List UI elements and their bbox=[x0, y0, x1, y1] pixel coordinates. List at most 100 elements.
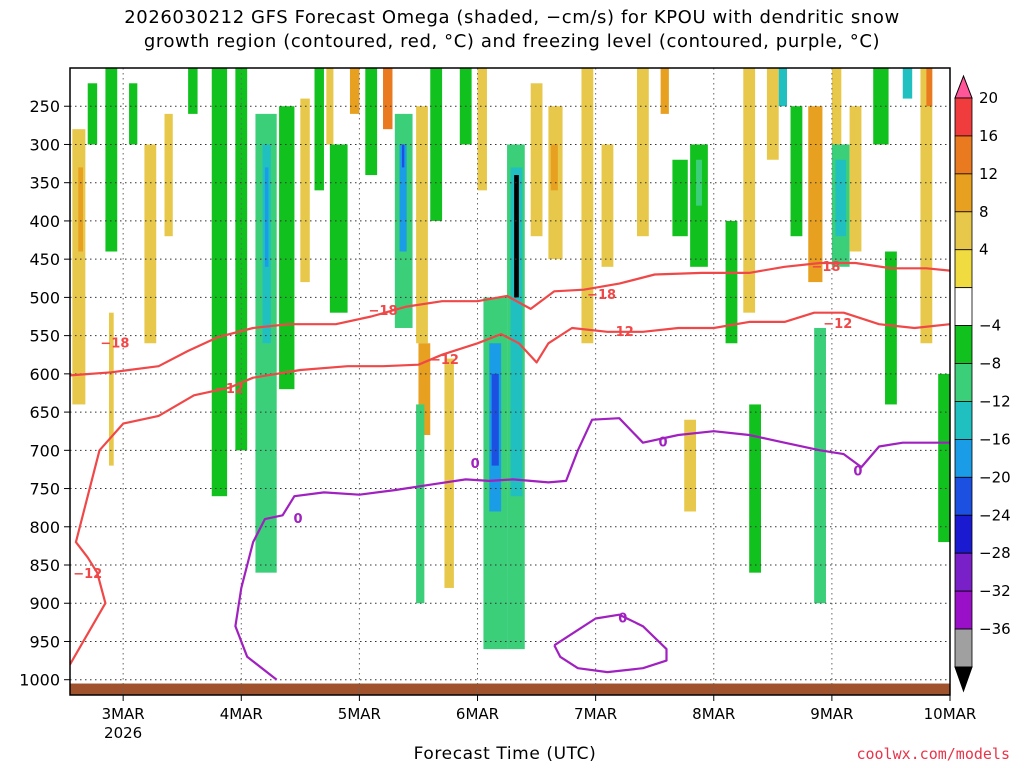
colorbar-segment bbox=[954, 628, 973, 668]
colorbar-label: 8 bbox=[979, 203, 989, 221]
omega-cell bbox=[144, 144, 157, 344]
colorbar-segment bbox=[954, 211, 973, 251]
colorbar-label: 20 bbox=[979, 89, 998, 107]
omega-cell bbox=[696, 159, 702, 206]
omega-cell bbox=[743, 68, 756, 313]
omega-cell bbox=[672, 159, 688, 237]
colorbar-segment bbox=[954, 249, 973, 289]
x-axis: 3MAR 4MAR 5MAR 6MAR 7MAR 8MAR 9MAR 10MAR 2026 bbox=[102, 695, 977, 742]
colorbar-segment bbox=[954, 590, 973, 630]
y-tick-label: 350 bbox=[29, 174, 60, 193]
omega-cell bbox=[211, 68, 228, 497]
colorbar-label: −4 bbox=[979, 317, 1001, 335]
colorbar-segment bbox=[954, 173, 973, 213]
y-tick-label: 550 bbox=[29, 327, 60, 346]
contour-label: −18 bbox=[811, 260, 840, 275]
y-tick-label: 1000 bbox=[19, 671, 60, 690]
omega-cell bbox=[477, 68, 487, 191]
colorbar-segment bbox=[954, 287, 973, 326]
colorbar-label: −12 bbox=[979, 392, 1011, 410]
colorbar-label: 4 bbox=[979, 241, 989, 259]
omega-cell bbox=[326, 68, 334, 145]
omega-cell bbox=[416, 404, 425, 604]
contour-label: 0 bbox=[293, 512, 302, 527]
x-tick-label: 3MAR bbox=[102, 705, 145, 723]
y-tick-label: 950 bbox=[29, 632, 60, 651]
x-tick-label: 4MAR bbox=[220, 705, 263, 723]
omega-cell bbox=[808, 106, 823, 283]
credit-link[interactable]: coolwx.com/models bbox=[856, 745, 1010, 763]
colorbar-bottom-arrow bbox=[954, 666, 973, 693]
contour-lines bbox=[70, 261, 950, 681]
colorbar-segment bbox=[954, 135, 973, 175]
contour-label: 0 bbox=[471, 457, 480, 472]
x-tick-label: 5MAR bbox=[338, 705, 381, 723]
contour-label: 0 bbox=[618, 612, 627, 627]
omega-cell bbox=[108, 312, 114, 466]
colorbar-segment bbox=[954, 438, 973, 478]
contour-label: 0 bbox=[853, 465, 862, 480]
omega-cell bbox=[902, 68, 913, 99]
chart-title-line1: 2026030212 GFS Forecast Omega (shaded, −… bbox=[124, 7, 900, 28]
y-tick-label: 450 bbox=[29, 250, 60, 269]
omega-cell bbox=[831, 68, 842, 145]
y-tick-label: 400 bbox=[29, 212, 60, 231]
colorbar-label: −20 bbox=[979, 468, 1011, 486]
colorbar-segment bbox=[954, 552, 973, 592]
ground-band bbox=[70, 683, 950, 695]
omega-cell bbox=[636, 68, 649, 237]
omega-cell bbox=[444, 358, 454, 588]
contour-label: −12 bbox=[605, 325, 634, 340]
omega-cell bbox=[790, 106, 803, 237]
omega-cell bbox=[129, 83, 138, 145]
contour-label: −18 bbox=[587, 288, 616, 303]
omega-cell bbox=[766, 68, 779, 160]
colorbar-label: −16 bbox=[979, 430, 1011, 448]
omega-cell bbox=[938, 373, 950, 543]
y-tick-label: 750 bbox=[29, 480, 60, 499]
omega-cell bbox=[926, 68, 933, 107]
colorbar-label: −24 bbox=[979, 506, 1011, 524]
contour-label: −12 bbox=[430, 353, 459, 368]
colorbar-segment bbox=[954, 401, 973, 440]
omega-cell bbox=[349, 68, 360, 114]
omega-cell bbox=[814, 327, 826, 604]
x-tick-label: 10MAR bbox=[924, 705, 977, 723]
colorbar-segment bbox=[954, 363, 973, 402]
omega-cell bbox=[78, 167, 83, 252]
omega-cell bbox=[300, 98, 310, 283]
omega-cell bbox=[329, 144, 348, 313]
omega-cell bbox=[164, 113, 173, 237]
omega-cell bbox=[530, 83, 543, 237]
colorbar-label: −8 bbox=[979, 355, 1001, 373]
colorbar-label: −32 bbox=[979, 582, 1011, 600]
omega-cell bbox=[684, 419, 697, 512]
colorbar-segment bbox=[954, 97, 973, 137]
contour-label: −12 bbox=[215, 382, 244, 397]
omega-cell bbox=[550, 144, 558, 191]
colorbar-label: −28 bbox=[979, 544, 1011, 562]
omega-cell bbox=[314, 68, 324, 191]
y-tick-label: 500 bbox=[29, 288, 60, 307]
omega-cell bbox=[660, 68, 669, 114]
colorbar-segment bbox=[954, 514, 973, 554]
omega-cell bbox=[885, 251, 897, 405]
omega-cell bbox=[401, 144, 405, 168]
omega-cell bbox=[514, 175, 519, 298]
chart-title-line2: growth region (contoured, red, °C) and f… bbox=[143, 31, 881, 52]
contour-label: −12 bbox=[73, 567, 102, 582]
y-tick-label: 300 bbox=[29, 135, 60, 154]
y-tick-label: 900 bbox=[29, 594, 60, 613]
omega-cell bbox=[279, 106, 295, 390]
omega-cell bbox=[581, 68, 594, 344]
colorbar: 20 16 12 8 4 −4 −8 −12 −16 −20 −24 −28 −32 −36 bbox=[954, 74, 1011, 693]
omega-cell bbox=[264, 167, 269, 267]
contour-line bbox=[234, 417, 950, 681]
omega-cell bbox=[491, 373, 499, 466]
colorbar-label: −36 bbox=[979, 620, 1011, 638]
omega-cell bbox=[835, 159, 847, 237]
x-tick-label: 6MAR bbox=[456, 705, 499, 723]
x-axis-label: Forecast Time (UTC) bbox=[413, 744, 597, 764]
omega-cell bbox=[383, 68, 393, 130]
y-tick-label: 850 bbox=[29, 556, 60, 575]
